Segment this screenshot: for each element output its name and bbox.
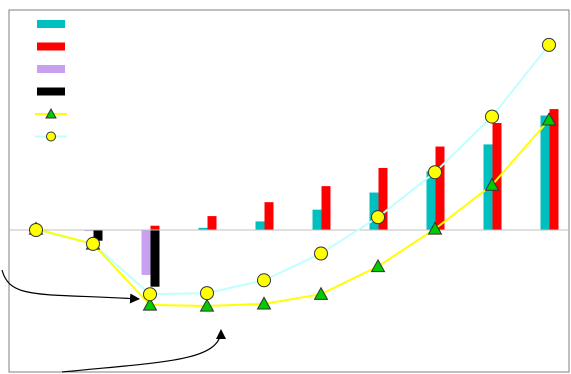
circle-marker-4 [200,286,214,301]
bar-series2-cat8 [435,146,445,230]
bar-series1-cat8 [426,171,436,230]
legend-circle-marker [46,131,56,142]
legend-triangle-marker [45,107,57,119]
bar-series4-cat2 [93,230,103,241]
legend-swatch-bar-4 [37,87,65,96]
circle-marker-7 [371,210,385,225]
markers-layer [28,37,557,312]
triangle-marker-9 [484,177,500,191]
triangle-marker-8 [427,221,443,235]
annotation-arrow-1 [1,269,140,304]
bar-series1-cat6 [312,209,322,230]
circle-marker-5 [257,273,271,288]
bar-series2-cat4 [207,216,217,230]
bar-series3-cat2 [84,230,94,232]
triangle-marker-5 [256,296,272,310]
bar-series2-cat7 [378,167,388,230]
bar-series1-cat5 [255,221,265,230]
triangle-marker-4 [199,298,215,312]
circle-marker-8 [428,165,442,180]
bar-series1-cat10 [540,115,550,230]
bar-series2-cat5 [264,202,274,230]
lines-layer [35,44,550,307]
legend-swatch-bar-2 [37,42,65,51]
circle-series-line [35,44,550,296]
circle-marker-9 [485,109,499,124]
triangle-series-line [35,119,550,307]
legend [35,20,67,142]
triangle-marker-10 [541,112,557,126]
bar-series1-cat4 [198,227,208,230]
circle-marker-1 [29,223,43,237]
circle-marker-10 [542,37,556,52]
bar-series2-cat6 [321,186,331,230]
circle-marker-2 [86,236,100,251]
annotations-layer [1,269,226,373]
annotation-arrow-2 [61,329,226,373]
triangle-marker-7 [370,258,386,273]
plot-area [8,9,570,373]
circle-marker-6 [314,246,328,261]
bar-series2-cat10 [549,109,559,230]
bar-series2-cat9 [492,123,502,230]
legend-swatch-bar-1 [37,20,65,28]
bar-series3-cat3 [141,230,151,275]
bar-series1-cat7 [369,192,379,230]
triangle-marker-3 [142,297,158,311]
bar-series2-cat3 [150,225,160,230]
triangle-marker-6 [313,286,329,300]
bar-series4-cat3 [150,230,160,287]
circle-marker-3 [143,287,157,302]
legend-swatch-bar-3 [37,65,65,73]
